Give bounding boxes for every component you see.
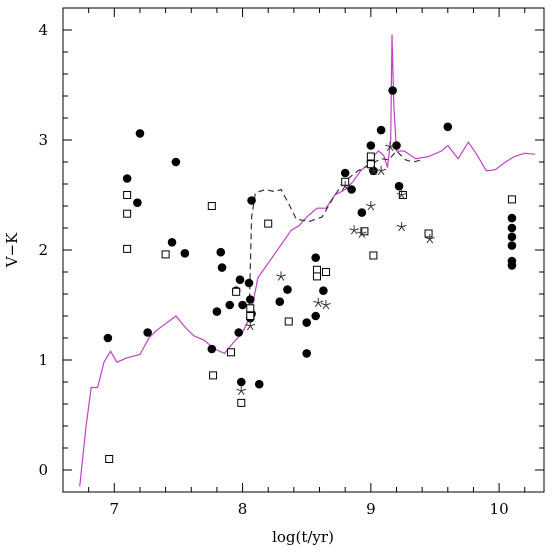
point-open-square — [312, 272, 321, 281]
point-filled-circle — [275, 297, 285, 307]
x-tick-label: 10 — [490, 500, 509, 518]
point-filled-circle — [302, 318, 312, 327]
point-asterisk — [356, 228, 367, 238]
point-filled-circle — [388, 86, 397, 95]
point-filled-circle — [207, 344, 217, 354]
tick-labels: 7 8 9 10 0 1 2 3 4 — [38, 21, 508, 518]
point-filled-circle — [247, 196, 256, 205]
axis-ticks — [62, 7, 544, 493]
point-filled-circle — [254, 379, 264, 389]
point-filled-circle — [133, 198, 142, 207]
point-asterisk — [365, 201, 376, 211]
point-filled-circle — [171, 157, 181, 167]
point-open-square — [123, 191, 132, 199]
point-open-square — [232, 287, 241, 296]
point-open-square — [246, 304, 255, 313]
point-open-square — [424, 229, 433, 238]
point-asterisk — [376, 165, 387, 176]
point-open-square — [507, 195, 516, 204]
point-open-square — [123, 209, 132, 218]
model-curve-dashed — [248, 150, 423, 320]
point-filled-circle — [311, 253, 320, 262]
point-filled-circle — [311, 311, 320, 321]
y-tick-label: 2 — [38, 241, 48, 259]
point-asterisk — [340, 181, 351, 191]
point-filled-circle — [347, 185, 356, 194]
point-asterisk — [396, 221, 407, 232]
point-open-square — [246, 312, 255, 320]
point-filled-circle — [235, 275, 245, 285]
point-open-square — [321, 268, 330, 276]
point-open-square — [264, 219, 273, 228]
y-axis-label: V−K — [3, 232, 21, 268]
point-filled-circle — [225, 300, 235, 310]
point-open-square — [207, 202, 216, 210]
x-axis-label: log(t/yr) — [272, 528, 334, 546]
point-filled-circle — [238, 300, 247, 310]
point-open-square — [366, 160, 375, 169]
plot-frame — [62, 7, 545, 493]
point-filled-circle — [236, 377, 246, 387]
point-asterisk — [349, 225, 360, 235]
point-filled-circle — [507, 213, 517, 223]
x-tick-label: 9 — [366, 500, 376, 518]
point-asterisk — [396, 190, 407, 200]
point-asterisk — [236, 385, 247, 396]
point-asterisk — [276, 271, 286, 281]
y-tick-label: 4 — [38, 21, 48, 39]
point-filled-circle — [357, 208, 367, 217]
point-asterisk — [424, 234, 435, 244]
point-filled-circle — [376, 125, 386, 135]
point-open-square — [209, 371, 218, 380]
point-open-square — [105, 455, 114, 463]
point-filled-circle — [234, 328, 244, 337]
point-filled-circle — [245, 295, 255, 304]
x-tick-label: 8 — [238, 500, 248, 518]
point-asterisk — [385, 141, 395, 151]
point-filled-circle — [319, 286, 328, 296]
data-points — [103, 86, 517, 463]
point-open-square — [312, 265, 321, 274]
point-filled-circle — [394, 181, 404, 191]
point-open-square — [366, 152, 375, 161]
y-tick-label: 1 — [38, 351, 48, 369]
point-filled-circle — [122, 174, 132, 183]
point-filled-circle — [302, 349, 312, 358]
model-curves — [79, 34, 536, 487]
point-filled-circle — [507, 241, 517, 250]
point-filled-circle — [507, 232, 517, 242]
point-filled-circle — [135, 129, 145, 138]
point-filled-circle — [103, 333, 113, 343]
point-filled-circle — [366, 141, 376, 150]
point-filled-circle — [143, 328, 152, 337]
point-open-square — [284, 317, 293, 326]
point-filled-circle — [217, 263, 227, 272]
x-tick-label: 7 — [110, 500, 120, 518]
point-filled-circle — [283, 285, 292, 294]
point-filled-circle — [340, 168, 350, 178]
point-asterisk — [313, 297, 324, 308]
point-filled-circle — [180, 249, 190, 258]
point-filled-circle — [167, 238, 177, 247]
point-open-square — [237, 398, 246, 407]
y-tick-label: 0 — [38, 461, 48, 479]
point-open-square — [227, 348, 236, 357]
point-filled-circle — [392, 141, 401, 150]
point-filled-circle — [443, 122, 453, 132]
point-filled-circle — [212, 307, 222, 316]
point-filled-circle — [244, 278, 254, 288]
point-open-square — [123, 244, 132, 253]
point-filled-circle — [507, 223, 517, 233]
point-filled-circle — [507, 261, 517, 270]
point-filled-circle — [216, 247, 226, 257]
y-tick-label: 3 — [38, 131, 48, 149]
model-curve-solid — [79, 34, 536, 487]
point-asterisk — [321, 300, 331, 310]
point-open-square — [161, 250, 170, 259]
point-open-square — [360, 227, 369, 236]
point-open-square — [369, 251, 378, 260]
point-asterisk — [245, 320, 256, 331]
